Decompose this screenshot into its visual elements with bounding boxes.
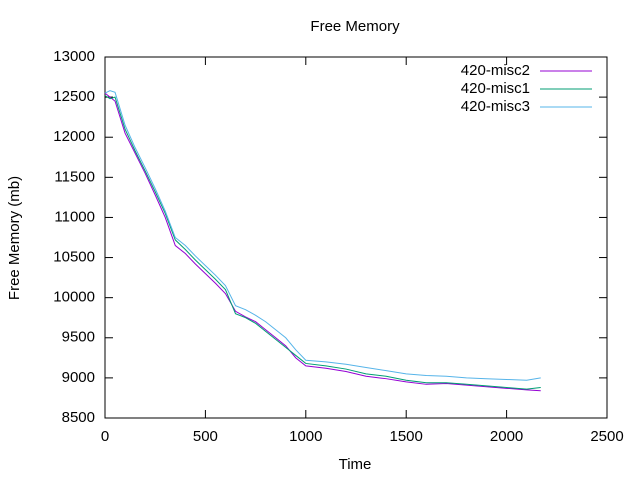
series-line — [104, 95, 541, 390]
y-tick-label: 13000 — [53, 48, 95, 65]
x-tick-label: 1000 — [289, 428, 322, 445]
y-tick-label: 11000 — [54, 208, 95, 225]
x-axis-label: Time — [339, 456, 372, 473]
y-tick-label: 12500 — [53, 88, 95, 105]
y-tick-label: 10500 — [53, 249, 95, 266]
series-line — [104, 92, 541, 392]
y-tick-label: 9000 — [62, 369, 95, 386]
x-tick-label: 0 — [101, 428, 109, 445]
y-axis-label: Free Memory (mb) — [6, 176, 23, 300]
legend-label: 420-misc1 — [461, 80, 530, 97]
y-tick-label: 11500 — [54, 168, 95, 185]
y-tick-label: 12000 — [53, 128, 95, 145]
y-tick-label: 8500 — [62, 409, 95, 426]
series-line — [104, 90, 541, 381]
x-tick-label: 2500 — [590, 428, 623, 445]
chart-title: Free Memory — [310, 18, 400, 35]
legend-label: 420-misc2 — [461, 62, 530, 79]
x-tick-label: 500 — [193, 428, 218, 445]
y-tick-label: 9500 — [62, 329, 95, 346]
plot-frame — [104, 56, 608, 419]
x-tick-label: 1500 — [390, 428, 423, 445]
legend-label: 420-misc3 — [461, 98, 530, 115]
y-tick-label: 10000 — [53, 289, 95, 306]
x-tick-label: 2000 — [490, 428, 523, 445]
